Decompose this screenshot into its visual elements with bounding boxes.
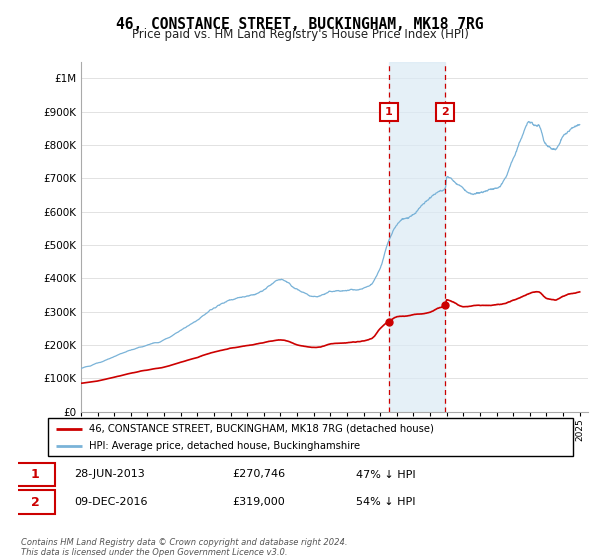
Text: £270,746: £270,746 <box>232 469 286 479</box>
Text: 1: 1 <box>31 468 39 481</box>
Text: 09-DEC-2016: 09-DEC-2016 <box>74 497 148 507</box>
Text: 2: 2 <box>31 496 39 508</box>
FancyBboxPatch shape <box>48 418 573 456</box>
Text: 54% ↓ HPI: 54% ↓ HPI <box>356 497 416 507</box>
Text: HPI: Average price, detached house, Buckinghamshire: HPI: Average price, detached house, Buck… <box>89 441 360 451</box>
Text: 1: 1 <box>385 106 392 116</box>
Text: Contains HM Land Registry data © Crown copyright and database right 2024.
This d: Contains HM Land Registry data © Crown c… <box>21 538 347 557</box>
Text: 46, CONSTANCE STREET, BUCKINGHAM, MK18 7RG (detached house): 46, CONSTANCE STREET, BUCKINGHAM, MK18 7… <box>89 423 434 433</box>
Text: 46, CONSTANCE STREET, BUCKINGHAM, MK18 7RG: 46, CONSTANCE STREET, BUCKINGHAM, MK18 7… <box>116 17 484 32</box>
Bar <box>389 62 445 412</box>
FancyBboxPatch shape <box>15 463 55 486</box>
Text: 28-JUN-2013: 28-JUN-2013 <box>74 469 145 479</box>
Text: 47% ↓ HPI: 47% ↓ HPI <box>356 469 416 479</box>
Text: 2: 2 <box>442 106 449 116</box>
Text: £319,000: £319,000 <box>232 497 285 507</box>
Text: Price paid vs. HM Land Registry's House Price Index (HPI): Price paid vs. HM Land Registry's House … <box>131 28 469 41</box>
FancyBboxPatch shape <box>15 491 55 514</box>
